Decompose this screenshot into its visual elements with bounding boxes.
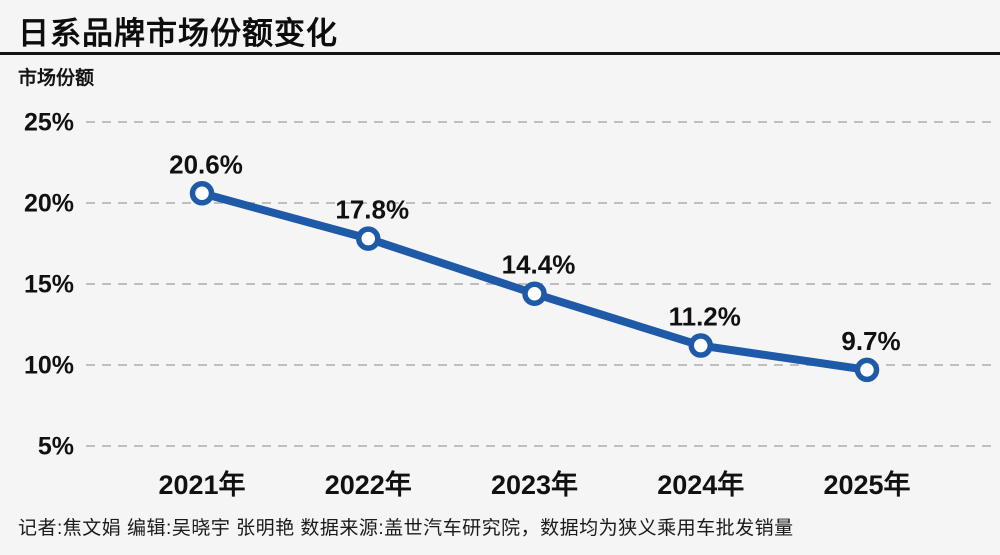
data-point-marker [189, 181, 215, 206]
data-point-marker [356, 226, 381, 251]
title-underline-rule [0, 52, 1000, 55]
y-tick-label: 10% [24, 352, 74, 380]
footer-credits: 记者:焦文娟 编辑:吴晓宇 张明艳 数据来源:盖世汽车研究院，数据均为狭义乘用车… [18, 518, 794, 539]
data-point-label: 11.2% [669, 302, 741, 332]
x-tick-label: 2025年 [823, 469, 910, 500]
y-tick-label: 20% [24, 190, 74, 218]
data-point-marker [854, 357, 880, 383]
page-title: 日系品牌市场份额变化 [18, 16, 338, 51]
y-tick-label: 5% [38, 433, 74, 461]
x-tick-label: 2022年 [325, 469, 412, 500]
x-tick-label: 2024年 [657, 469, 744, 500]
data-point-marker [522, 281, 547, 306]
y-tick-label: 15% [24, 271, 74, 299]
data-point-marker [688, 333, 713, 358]
data-point-label: 20.6% [169, 149, 243, 179]
data-point-label: 9.7% [841, 326, 900, 356]
x-tick-label: 2021年 [158, 469, 245, 500]
line-chart: 25% 20% 15% 10% 5% 20.6% 17.8% 14.4% 11.2% 9.7% 20… [24, 109, 995, 500]
data-point-label: 17.8% [335, 195, 409, 225]
y-axis-title: 市场份额 [18, 68, 95, 89]
chart-area: 25% 20% 15% 10% 5% 20.6% 17.8% 14.4% 11.2% 9.7% 20… [0, 90, 1000, 505]
x-tick-label: 2023年 [491, 469, 578, 500]
data-point-label: 14.4% [502, 250, 576, 280]
y-tick-label: 25% [24, 109, 74, 137]
